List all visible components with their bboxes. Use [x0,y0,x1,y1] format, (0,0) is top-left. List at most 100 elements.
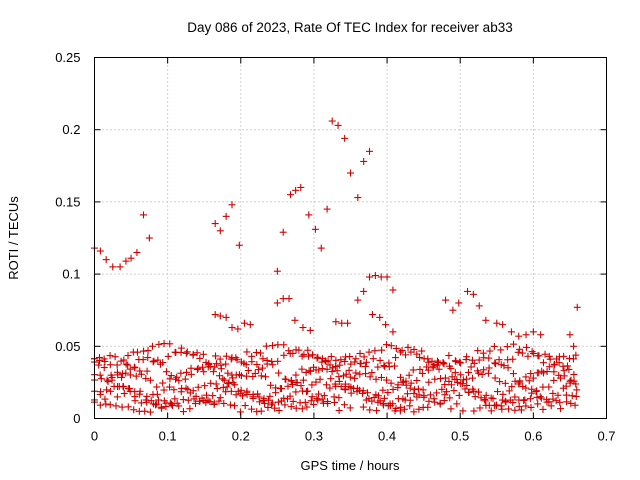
data-point [249,373,257,381]
data-point [377,273,385,281]
data-point [430,361,438,369]
data-point [347,383,355,391]
data-point [219,375,227,383]
data-point [136,367,144,375]
data-point [327,353,335,361]
data-point [368,397,376,405]
data-point [337,356,345,364]
data-point [255,393,263,401]
data-point [517,406,525,414]
data-point [171,395,179,403]
data-point [423,363,431,371]
data-point [410,386,418,394]
data-point [550,376,558,384]
data-point [303,403,311,411]
data-point [229,374,237,382]
data-point [137,399,145,407]
data-point [402,377,410,385]
y-tick-label: 0.25 [55,50,80,65]
data-point [243,389,251,397]
x-tick-label: 0.1 [159,429,177,444]
data-point [511,406,519,414]
data-point [211,311,219,319]
data-point [320,392,328,400]
y-tick-label: 0.2 [62,122,80,137]
data-point [309,351,317,359]
data-point [439,359,447,367]
data-point [333,367,341,375]
data-point [387,379,395,387]
data-point [371,272,379,280]
data-point [157,403,165,411]
data-point [328,368,336,376]
x-tick-label: 0.2 [232,429,250,444]
data-point [344,319,352,327]
data-point [324,400,332,408]
data-point [301,398,309,406]
data-point [414,385,422,393]
data-point [550,368,558,376]
data-point [222,352,230,360]
data-point [184,396,192,404]
y-axis-label: ROTI / TECUs [6,196,21,280]
data-point [341,134,349,142]
data-point [219,383,227,391]
data-point [463,381,471,389]
data-point [397,373,405,381]
data-point [415,391,423,399]
data-point [148,342,156,350]
data-point [448,373,456,381]
data-point [224,380,232,388]
data-point [379,401,387,409]
data-point [377,373,385,381]
data-point [347,169,354,177]
data-point [380,394,388,402]
data-point [567,376,575,384]
data-point [438,385,446,393]
data-point [435,365,443,373]
data-point [462,375,470,383]
data-point [552,397,560,405]
data-point [474,347,482,355]
data-point [280,351,288,359]
data-point [567,399,575,407]
data-point [340,401,348,409]
data-point [342,370,350,378]
data-point [292,186,300,194]
data-point [274,341,282,349]
data-point [360,287,368,295]
data-point [232,354,240,362]
data-point [187,370,195,378]
data-point [194,364,202,372]
data-point [562,391,570,399]
data-point [534,352,542,360]
data-point [382,341,390,349]
data-point [528,389,536,397]
data-point [459,380,467,388]
data-point [316,375,324,383]
data-point [130,363,138,371]
data-point [300,351,308,359]
data-point [545,383,553,391]
data-point [347,389,355,397]
data-point [212,352,220,360]
data-point [537,331,545,339]
data-point [194,383,202,391]
data-point [528,348,536,356]
data-point [572,351,580,359]
data-point [274,398,282,406]
data-point [143,367,151,375]
data-point [228,324,236,332]
data-point [489,395,497,403]
data-point [264,403,272,411]
data-point [400,405,408,413]
data-point [202,358,210,366]
data-point [522,373,530,381]
data-point [392,345,400,353]
data-point [477,394,485,402]
data-point [463,353,471,361]
data-point [211,363,219,371]
data-point [177,344,185,352]
data-point [118,370,126,378]
data-point [471,393,479,401]
